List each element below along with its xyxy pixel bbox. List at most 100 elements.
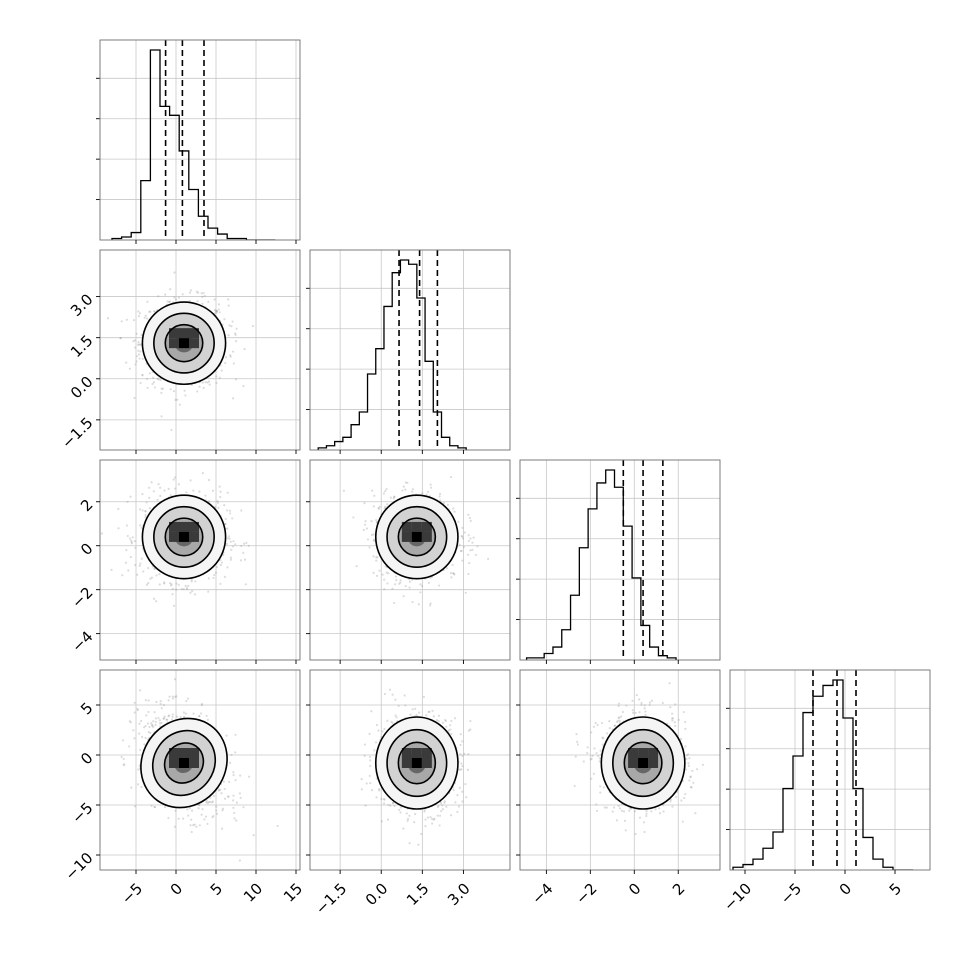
scatter-point xyxy=(383,727,386,730)
scatter-point xyxy=(138,343,141,346)
scatter-point xyxy=(173,476,177,479)
scatter-point xyxy=(215,565,218,569)
scatter-point xyxy=(128,537,132,540)
scatter-point xyxy=(229,556,233,559)
scatter-point xyxy=(227,535,231,538)
hist-bar xyxy=(417,298,425,450)
scatter-point xyxy=(184,394,187,397)
contour-line-2 xyxy=(164,323,204,363)
scatter-point xyxy=(140,735,144,739)
density-cell xyxy=(169,328,179,339)
scatter-point xyxy=(153,805,157,809)
scatter-point xyxy=(159,494,162,498)
scatter-point xyxy=(119,337,122,340)
panel-content xyxy=(310,670,510,870)
scatter-point xyxy=(459,549,463,553)
scatter-point xyxy=(168,300,172,303)
scatter-point xyxy=(158,719,161,722)
scatter-point xyxy=(389,804,392,807)
scatter-point xyxy=(642,821,646,824)
scatter-point xyxy=(214,571,218,574)
scatter-point xyxy=(133,737,136,740)
hist-frame-2 xyxy=(519,459,721,661)
density-cell xyxy=(189,521,199,532)
scatter-point xyxy=(617,804,620,807)
scatter-point xyxy=(383,798,386,801)
hist-bar xyxy=(351,425,359,450)
scatter-point xyxy=(150,576,154,579)
scatter-point xyxy=(423,808,426,811)
scatter-point xyxy=(620,715,623,718)
scatter-point xyxy=(461,526,464,529)
scatter-point xyxy=(226,795,229,798)
scatter-point xyxy=(212,576,215,580)
scatter-point xyxy=(441,807,445,811)
scatter-point xyxy=(147,730,150,734)
scatter-point xyxy=(160,387,163,390)
scatter-point xyxy=(355,565,358,568)
scatter-point xyxy=(175,695,178,698)
scatter-point xyxy=(365,782,368,785)
contour-line-0 xyxy=(141,494,227,580)
scatter-point xyxy=(213,298,216,301)
scatter-point xyxy=(617,716,620,719)
density-cell xyxy=(411,758,422,768)
scatter-point xyxy=(153,386,157,389)
scatter-point xyxy=(215,311,218,314)
scatter-point xyxy=(190,818,193,821)
scatter-point xyxy=(219,495,222,499)
scatter-point xyxy=(452,788,455,791)
scatter-point xyxy=(224,356,228,359)
scatter-point xyxy=(670,712,674,715)
hist-bar xyxy=(793,756,803,870)
scatter-point xyxy=(449,814,453,817)
hist-bar xyxy=(863,837,873,870)
scatter-point xyxy=(217,506,220,509)
scatter-point xyxy=(444,719,447,723)
scatter-point xyxy=(366,538,370,541)
scatter-point xyxy=(156,498,159,501)
scatter-point xyxy=(203,294,206,297)
scatter-point xyxy=(244,583,247,586)
scatter-point xyxy=(171,593,174,596)
scatter-point xyxy=(146,722,150,725)
contour-line-1 xyxy=(153,505,215,568)
scatter-point xyxy=(129,495,132,498)
scatter-point xyxy=(202,386,205,390)
hist-bar xyxy=(553,647,562,660)
scatter-point xyxy=(240,509,243,512)
scatter-point xyxy=(382,492,386,495)
scatter-point xyxy=(411,488,414,491)
scatter-point xyxy=(436,814,439,817)
scatter-point xyxy=(381,573,384,576)
scatter-point xyxy=(139,748,142,752)
scatter-point xyxy=(214,309,217,313)
scatter-point xyxy=(135,332,138,335)
panel-frame xyxy=(99,669,301,871)
scatter-point xyxy=(235,801,238,804)
hist-bar xyxy=(343,437,351,450)
scatter-point xyxy=(452,507,455,510)
hist-bar xyxy=(189,190,199,240)
scatter-point xyxy=(226,491,229,494)
scatter-point xyxy=(368,732,371,735)
density-cell xyxy=(401,758,412,768)
scatter-point xyxy=(213,573,216,577)
hist-frame-0 xyxy=(99,39,301,241)
scatter-point xyxy=(467,572,470,576)
scatter-point xyxy=(377,507,380,510)
scatter-point xyxy=(450,732,453,736)
scatter-point xyxy=(130,786,133,789)
scatter-point xyxy=(658,807,661,810)
scatter-point xyxy=(459,768,462,771)
scatter-point xyxy=(153,567,156,570)
scatter-point xyxy=(413,821,416,824)
scatter-point xyxy=(640,701,643,705)
scatter-point xyxy=(447,729,450,732)
scatter-point xyxy=(468,561,471,565)
scatter-point xyxy=(165,718,168,721)
scatter-point xyxy=(221,809,224,812)
contour-line-0 xyxy=(374,494,459,580)
scatter-point xyxy=(125,318,128,321)
scatter-point xyxy=(139,350,142,353)
